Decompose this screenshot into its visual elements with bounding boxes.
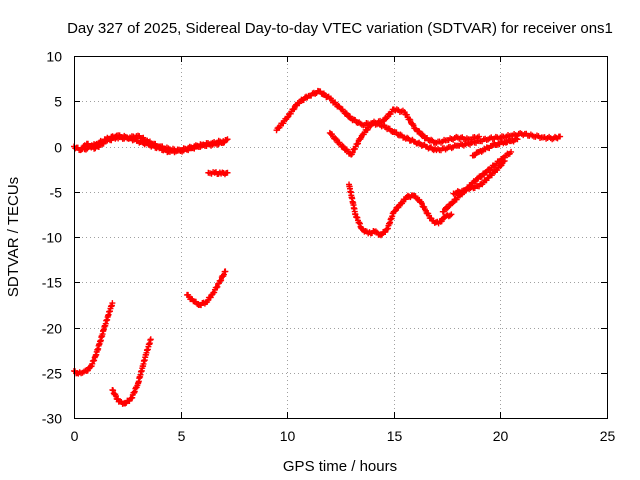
data-marker — [342, 109, 349, 116]
data-point — [147, 336, 154, 343]
data-marker — [220, 271, 227, 278]
series-arc-6 — [183, 268, 229, 309]
x-tick-label: 15 — [387, 428, 403, 444]
series-arc-12 — [469, 135, 521, 159]
data-marker — [213, 284, 220, 291]
y-tick-label: -15 — [42, 275, 62, 291]
data-marker — [218, 277, 225, 284]
data-point — [220, 138, 227, 145]
data-marker — [110, 387, 117, 394]
series-arc-3 — [205, 169, 231, 178]
y-tick-label: -5 — [50, 185, 63, 201]
data-marker — [217, 278, 224, 285]
y-tick-label: 0 — [54, 140, 62, 156]
data-marker — [84, 367, 91, 374]
data-marker — [367, 123, 374, 130]
y-axis-label: SDTVAR / TECUs — [5, 177, 22, 297]
plot-frame — [74, 56, 608, 419]
data-point — [378, 232, 385, 239]
data-point — [222, 268, 229, 275]
series-arc-11 — [450, 157, 508, 198]
y-tick-label: -25 — [42, 366, 62, 382]
data-marker — [333, 136, 340, 143]
y-tick-label: 5 — [54, 94, 62, 110]
data-marker — [497, 163, 504, 170]
data-marker — [332, 135, 339, 142]
series-arc-9 — [346, 181, 455, 239]
data-marker — [418, 200, 425, 207]
data-marker — [447, 212, 454, 219]
series-arc-2 — [81, 132, 227, 156]
data-marker — [355, 140, 362, 147]
x-tick-label: 20 — [493, 428, 509, 444]
data-marker — [406, 116, 413, 123]
data-marker — [478, 148, 485, 155]
data-marker — [214, 283, 221, 290]
data-marker — [291, 105, 298, 112]
data-point — [501, 157, 508, 164]
data-marker — [410, 122, 417, 129]
axis-ticks: 0 5 10 15 20 25 -30 -25 -20 -15 -10 -5 0 5 10 — [42, 49, 616, 445]
data-point — [514, 136, 521, 143]
data-point — [109, 300, 116, 307]
data-point — [557, 133, 564, 140]
data-point — [224, 136, 231, 143]
x-tick-label: 0 — [71, 428, 79, 444]
data-marker — [513, 135, 520, 142]
x-tick-label: 10 — [280, 428, 296, 444]
data-marker — [498, 162, 505, 169]
y-tick-label: -20 — [42, 321, 62, 337]
y-tick-label: 10 — [46, 49, 62, 65]
data-marker — [391, 208, 398, 215]
series-arc-4 — [71, 300, 116, 377]
data-marker — [477, 174, 484, 181]
data-marker — [407, 116, 414, 123]
series-arc-5 — [109, 336, 154, 407]
data-point — [448, 211, 455, 218]
x-axis-label: GPS time / hours — [283, 458, 397, 475]
data-marker — [372, 228, 379, 235]
data-point — [476, 133, 483, 140]
data-marker — [444, 205, 451, 212]
data-marker — [339, 142, 346, 149]
data-marker — [449, 200, 456, 207]
data-point — [508, 148, 515, 155]
data-marker — [384, 114, 391, 121]
x-tick-label: 5 — [178, 428, 186, 444]
data-marker — [112, 393, 119, 400]
series-arc-7 — [273, 87, 564, 154]
data-marker — [349, 149, 356, 156]
data-point — [224, 169, 231, 176]
data-point — [284, 114, 291, 121]
y-tick-label: -10 — [42, 230, 62, 246]
y-tick-label: -30 — [42, 411, 62, 427]
data-marker — [364, 126, 371, 133]
data-point — [484, 175, 491, 182]
chart-title: Day 327 of 2025, Sidereal Day-to-day VTE… — [67, 20, 613, 37]
series-arc-8 — [326, 106, 483, 158]
data-points — [71, 87, 564, 407]
x-tick-label: 25 — [600, 428, 616, 444]
data-marker — [290, 106, 297, 113]
data-point — [412, 125, 419, 132]
data-marker — [223, 137, 230, 144]
